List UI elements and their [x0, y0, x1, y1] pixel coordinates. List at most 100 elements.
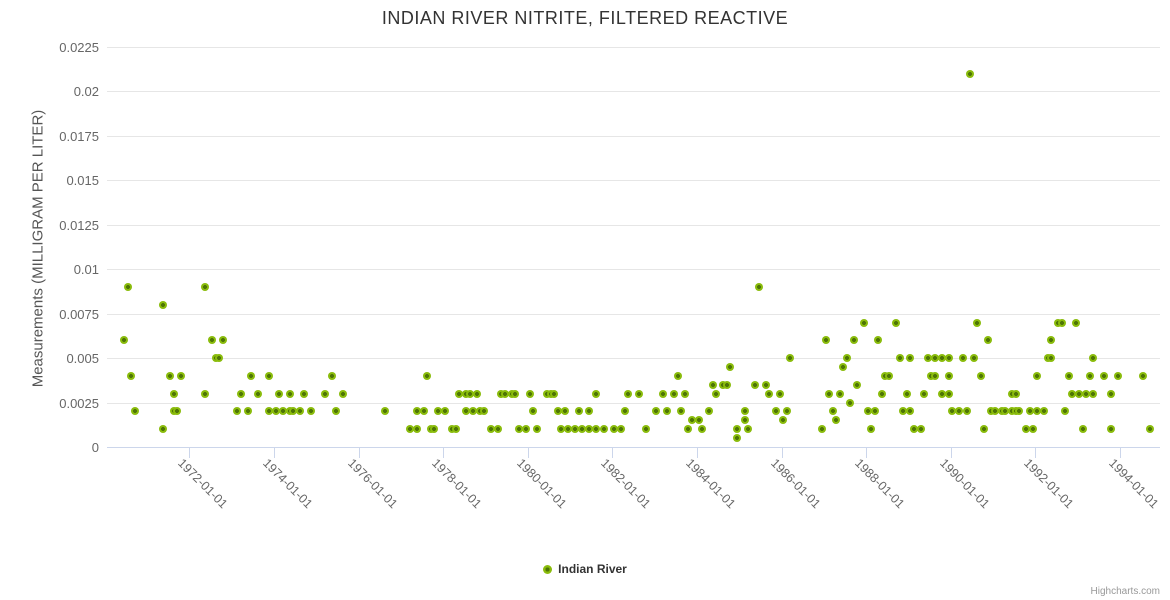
- data-point-marker[interactable]: [381, 407, 390, 416]
- data-point-marker[interactable]: [966, 69, 975, 78]
- data-point-marker[interactable]: [867, 425, 876, 434]
- data-point-marker[interactable]: [514, 425, 523, 434]
- data-point-marker[interactable]: [610, 425, 619, 434]
- data-point-marker[interactable]: [1047, 354, 1056, 363]
- data-point-marker[interactable]: [500, 389, 509, 398]
- data-point-marker[interactable]: [680, 389, 689, 398]
- data-point-marker[interactable]: [472, 389, 481, 398]
- data-point-marker[interactable]: [641, 425, 650, 434]
- data-point-marker[interactable]: [585, 425, 594, 434]
- data-point-marker[interactable]: [617, 425, 626, 434]
- data-point-marker[interactable]: [243, 407, 252, 416]
- data-point-marker[interactable]: [895, 354, 904, 363]
- data-point-marker[interactable]: [1089, 354, 1098, 363]
- data-point-marker[interactable]: [522, 425, 530, 434]
- data-point-marker[interactable]: [955, 407, 964, 416]
- data-point-marker[interactable]: [849, 336, 858, 345]
- data-point-marker[interactable]: [331, 407, 340, 416]
- data-point-marker[interactable]: [1114, 371, 1123, 380]
- data-point-marker[interactable]: [1025, 407, 1034, 416]
- data-point-marker[interactable]: [662, 407, 671, 416]
- data-point-marker[interactable]: [201, 389, 210, 398]
- data-point-marker[interactable]: [634, 389, 643, 398]
- data-point-marker[interactable]: [1085, 371, 1094, 380]
- data-point-marker[interactable]: [321, 389, 330, 398]
- data-point-marker[interactable]: [754, 283, 763, 291]
- data-point-marker[interactable]: [740, 416, 749, 425]
- data-point-marker[interactable]: [585, 407, 594, 416]
- data-point-marker[interactable]: [937, 389, 946, 398]
- data-point-marker[interactable]: [166, 371, 175, 380]
- data-point-marker[interactable]: [825, 389, 834, 398]
- data-point-marker[interactable]: [1057, 318, 1066, 327]
- data-point-marker[interactable]: [842, 354, 851, 363]
- data-point-marker[interactable]: [740, 407, 749, 416]
- data-point-marker[interactable]: [1082, 389, 1091, 398]
- data-point-marker[interactable]: [462, 407, 471, 416]
- data-point-marker[interactable]: [423, 371, 432, 380]
- data-point-marker[interactable]: [765, 389, 774, 398]
- data-point-marker[interactable]: [564, 425, 573, 434]
- data-point-marker[interactable]: [870, 407, 879, 416]
- data-point-marker[interactable]: [673, 371, 682, 380]
- data-point-marker[interactable]: [493, 425, 502, 434]
- data-point-marker[interactable]: [236, 389, 245, 398]
- data-point-marker[interactable]: [1107, 389, 1115, 398]
- data-point-marker[interactable]: [127, 371, 136, 380]
- data-point-marker[interactable]: [264, 407, 273, 416]
- data-point-marker[interactable]: [733, 434, 742, 443]
- data-point-marker[interactable]: [296, 407, 305, 416]
- data-point-marker[interactable]: [659, 389, 668, 398]
- data-point-marker[interactable]: [529, 407, 538, 416]
- data-point-marker[interactable]: [670, 389, 679, 398]
- data-point-marker[interactable]: [233, 407, 242, 416]
- data-point-marker[interactable]: [712, 389, 721, 398]
- data-point-marker[interactable]: [1011, 389, 1020, 398]
- data-point-marker[interactable]: [440, 407, 449, 416]
- data-point-marker[interactable]: [969, 354, 978, 363]
- data-point-marker[interactable]: [1029, 425, 1038, 434]
- data-point-marker[interactable]: [923, 354, 932, 363]
- data-point-marker[interactable]: [1040, 407, 1049, 416]
- data-point-marker[interactable]: [1061, 407, 1070, 416]
- data-point-marker[interactable]: [433, 407, 442, 416]
- data-point-marker[interactable]: [684, 425, 693, 434]
- data-point-marker[interactable]: [624, 389, 633, 398]
- data-point-marker[interactable]: [944, 371, 953, 380]
- data-point-marker[interactable]: [786, 354, 795, 363]
- data-point-marker[interactable]: [571, 425, 580, 434]
- data-point-marker[interactable]: [708, 380, 717, 389]
- data-point-marker[interactable]: [906, 354, 915, 363]
- data-point-marker[interactable]: [832, 416, 841, 425]
- data-point-marker[interactable]: [652, 407, 661, 416]
- data-point-marker[interactable]: [751, 380, 760, 389]
- data-point-marker[interactable]: [779, 416, 788, 425]
- highcharts-credits-link[interactable]: Highcharts.com: [1090, 586, 1160, 597]
- data-point-marker[interactable]: [599, 425, 608, 434]
- data-point-marker[interactable]: [278, 407, 287, 416]
- data-point-marker[interactable]: [863, 407, 872, 416]
- data-point-marker[interactable]: [465, 389, 474, 398]
- data-point-marker[interactable]: [916, 425, 925, 434]
- data-point-marker[interactable]: [247, 371, 256, 380]
- data-point-marker[interactable]: [902, 389, 911, 398]
- data-point-marker[interactable]: [173, 407, 182, 416]
- data-point-marker[interactable]: [853, 380, 862, 389]
- data-point-marker[interactable]: [289, 407, 298, 416]
- data-point-marker[interactable]: [1071, 318, 1080, 327]
- data-point-marker[interactable]: [159, 300, 168, 309]
- data-point-marker[interactable]: [976, 371, 985, 380]
- data-point-marker[interactable]: [201, 283, 210, 291]
- data-point-marker[interactable]: [451, 425, 460, 434]
- data-point-marker[interactable]: [511, 389, 520, 398]
- data-point-marker[interactable]: [455, 389, 464, 398]
- data-point-marker[interactable]: [218, 336, 227, 345]
- data-point-marker[interactable]: [1138, 371, 1147, 380]
- data-point-marker[interactable]: [959, 354, 967, 363]
- data-point-marker[interactable]: [962, 407, 971, 416]
- data-point-marker[interactable]: [550, 389, 559, 398]
- data-point-marker[interactable]: [412, 407, 421, 416]
- data-point-marker[interactable]: [299, 389, 308, 398]
- data-point-marker[interactable]: [877, 389, 886, 398]
- data-point-marker[interactable]: [469, 407, 478, 416]
